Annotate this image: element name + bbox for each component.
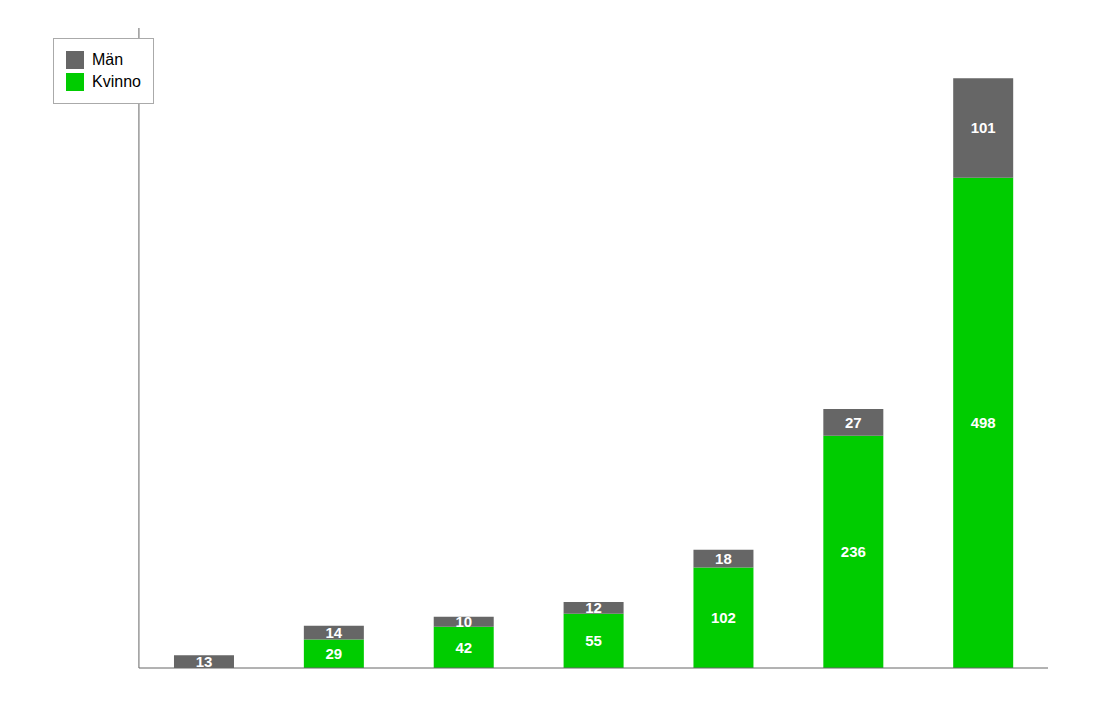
- svg-text:27: 27: [845, 414, 862, 431]
- svg-text:10: 10: [455, 613, 472, 630]
- svg-text:42: 42: [455, 639, 472, 656]
- svg-text:101: 101: [971, 119, 996, 136]
- svg-text:55: 55: [585, 632, 602, 649]
- svg-text:12: 12: [585, 599, 602, 616]
- svg-text:13: 13: [196, 653, 213, 670]
- svg-text:236: 236: [841, 543, 866, 560]
- svg-text:29: 29: [326, 645, 343, 662]
- svg-text:102: 102: [711, 609, 736, 626]
- svg-text:498: 498: [971, 414, 996, 431]
- svg-text:14: 14: [326, 624, 343, 641]
- html-text:Kvinno: Kvinno: [92, 73, 141, 90]
- html-text:Män: Män: [92, 51, 124, 68]
- svg-text:18: 18: [715, 550, 732, 567]
